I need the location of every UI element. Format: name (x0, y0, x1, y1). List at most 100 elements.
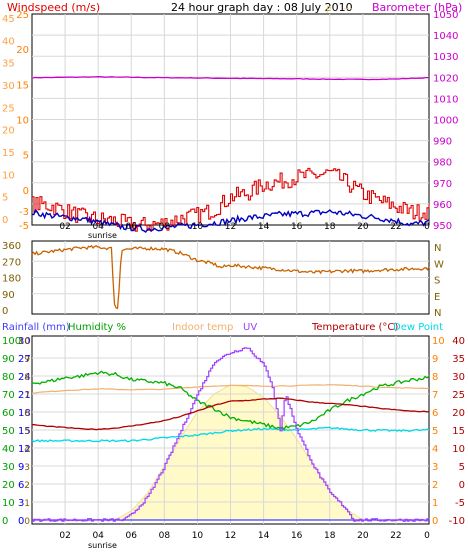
x-tick-label: 08 (159, 531, 171, 541)
windspeed-tick-label: 10 (16, 116, 29, 127)
windspeed-line (31, 208, 430, 233)
humidity-tick-label: 40 (2, 444, 15, 455)
beaufort-tick-label: 35 (2, 59, 15, 70)
chart-title: 24 hour graph day : 08 July 2010 (171, 1, 353, 14)
humidity-tick-label: 0 (2, 516, 8, 527)
uv-right-tick-label: 5 (432, 426, 438, 437)
x-tick-label: 02 (59, 531, 70, 541)
rainfall-tick-label: 3 (18, 498, 24, 509)
beaufort-tick-label: 45 (2, 14, 15, 25)
legend-humidity: Humidity % (68, 322, 126, 333)
uv-right-tick-label: 6 (432, 408, 438, 419)
dew-point-line (31, 426, 430, 443)
rainfall-tick-label: 15 (18, 426, 31, 437)
x-tick-label-end: 0 (424, 222, 430, 232)
rainfall-tick-label: 27 (18, 354, 31, 365)
uv-left-tick-label: 1 (24, 499, 30, 509)
windspeed-tick-label: 15 (16, 80, 29, 91)
barometer-tick-label: 950 (433, 221, 452, 232)
legend-rainfall: Rainfall (mm) (2, 322, 70, 333)
humidity-tick-label: 20 (2, 480, 15, 491)
compass-tick-label: N (434, 308, 441, 319)
x-tick-label: 12 (225, 531, 236, 541)
rainfall-tick-label: 9 (18, 462, 24, 473)
x-tick-label: 16 (291, 531, 303, 541)
windspeed-tick-label: 5 (23, 151, 29, 162)
uv-right-tick-label: 1 (432, 498, 438, 509)
temperature-tick-label: 40 (452, 336, 465, 347)
direction-tick-label: 270 (2, 257, 21, 268)
direction-line (31, 244, 430, 310)
rainfall-tick-label: 0 (18, 516, 24, 527)
compass-tick-label: N (434, 243, 441, 254)
humidity-line (31, 370, 430, 431)
x-tick-label: 10 (192, 222, 204, 232)
x-tick-label: 18 (324, 222, 336, 232)
humidity-tick-label: 90 (2, 354, 15, 365)
barometer-tick-label: 1050 (433, 10, 458, 21)
uv-left-tick-label: 7 (24, 391, 30, 401)
uv-left-tick-label: 2 (24, 481, 30, 491)
faint-dashes: --- (343, 4, 353, 14)
compass-tick-label: W (434, 259, 444, 270)
barometer-tick-label: 1040 (433, 31, 458, 42)
sunrise-label-2: sunrise (88, 541, 117, 550)
temperature-tick-label: -10 (449, 516, 465, 527)
x-tick-label: 06 (126, 222, 138, 232)
uv-left-tick-label: 6 (24, 409, 30, 419)
humidity-tick-label: 70 (2, 390, 15, 401)
beaufort-tick-label: 5 (2, 193, 8, 204)
temperature-tick-label: 0 (459, 480, 465, 491)
x-tick-label: 22 (390, 222, 401, 232)
compass-tick-label: S (434, 276, 440, 287)
windspeed-tick-label: -5 (19, 221, 29, 232)
x-tick-label: 04 (92, 531, 104, 541)
windspeed-tick-label: 25 (16, 10, 29, 21)
x-tick-label: 04 (92, 222, 104, 232)
x-tick-label: 20 (357, 531, 369, 541)
x-tick-label: 12 (225, 222, 236, 232)
uv-left-tick-label: 0 (24, 517, 30, 527)
humidity-tick-label: 80 (2, 372, 15, 383)
uv-right-tick-label: 4 (432, 444, 438, 455)
rainfall-tick-label: 6 (18, 480, 24, 491)
temperature-tick-label: 35 (452, 354, 465, 365)
barometer-tick-label: 970 (433, 179, 452, 190)
barometer-tick-label: 1000 (433, 116, 458, 127)
uv-left-tick-label: 3 (24, 463, 30, 473)
compass-tick-label: E (434, 292, 440, 303)
x-tick-label: 18 (324, 531, 336, 541)
uv-right-tick-label: 9 (432, 354, 438, 365)
x-tick-label: 16 (291, 222, 303, 232)
x-tick-label: 14 (258, 222, 270, 232)
uv-right-tick-label: 2 (432, 480, 438, 491)
legend-temperature: Temperature (°C) (311, 322, 398, 333)
uv-right-tick-label: 3 (432, 462, 438, 473)
sunrise-label-1: sunrise (88, 231, 117, 240)
uv-left-tick-label: 9 (24, 355, 30, 365)
legend-dew-point: Dew Point (393, 322, 443, 333)
legend-indoor-temp: Indoor temp (172, 322, 233, 333)
temperature-tick-label: 10 (452, 444, 465, 455)
humidity-tick-label: 100 (2, 336, 21, 347)
direction-tick-label: 0 (2, 306, 8, 317)
rainfall-tick-label: 12 (18, 444, 31, 455)
x-tick-label: 20 (357, 222, 369, 232)
temperature-tick-label: 25 (452, 390, 465, 401)
barometer-tick-label: 1030 (433, 52, 458, 63)
direction-tick-label: 90 (2, 290, 15, 301)
uv-left-tick-label: 4 (24, 445, 30, 455)
gust-line (32, 167, 430, 232)
uv-right-tick-label: 0 (432, 516, 438, 527)
rainfall-tick-label: 24 (18, 372, 31, 383)
windspeed-tick-label: 0 (23, 186, 29, 197)
direction-tick-label: 180 (2, 274, 21, 285)
temperature-tick-label: 20 (452, 408, 465, 419)
temperature-line (32, 397, 430, 431)
x-tick-label: 14 (258, 531, 270, 541)
beaufort-tick-label: 20 (2, 126, 15, 137)
legend-uv: UV (243, 322, 257, 333)
barometer-tick-label: 980 (433, 158, 452, 169)
